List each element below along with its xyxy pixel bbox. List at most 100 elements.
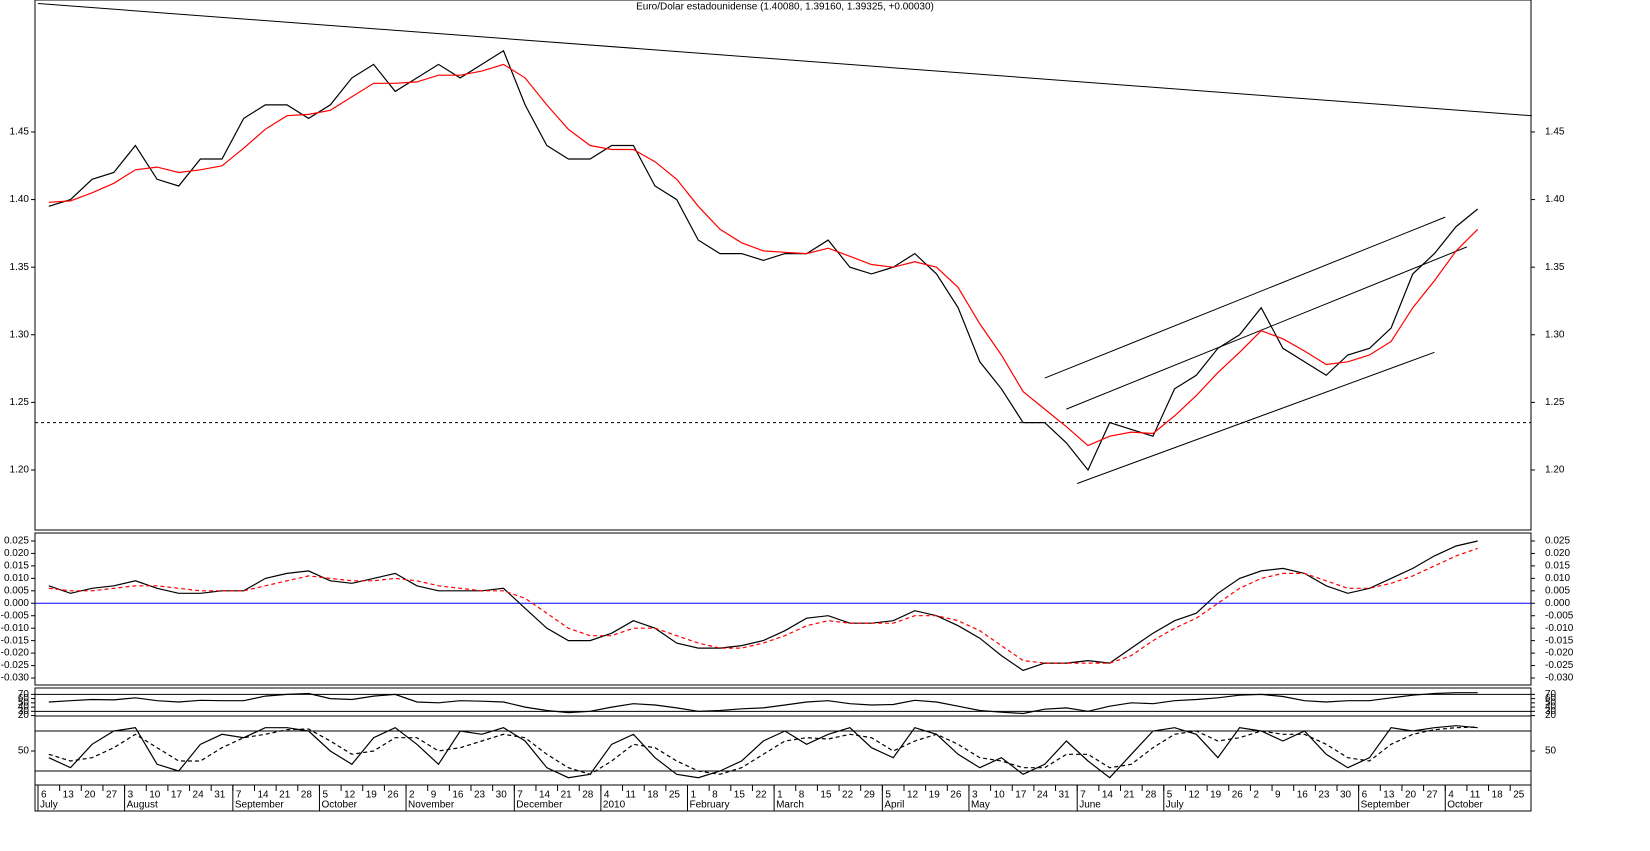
x-tick-label: 21 — [279, 790, 291, 801]
y-tick-label: 60 — [18, 693, 30, 704]
y-tick-label: 1.35 — [1545, 262, 1565, 273]
y-tick-label: 1.35 — [10, 262, 30, 273]
month-label: September — [235, 800, 285, 811]
y-tick-label: 30 — [18, 706, 30, 717]
y-tick-label: 30 — [1545, 706, 1557, 717]
y-tick-label: -0.030 — [1, 673, 30, 684]
x-tick-label: 23 — [1318, 790, 1330, 801]
x-tick-label: 28 — [301, 790, 313, 801]
x-tick-label: 19 — [366, 790, 378, 801]
y-tick-label: 0.015 — [1545, 561, 1570, 572]
month-label: February — [690, 800, 730, 811]
x-tick-label: 25 — [669, 790, 681, 801]
trend-line — [37, 3, 1532, 117]
x-tick-label: 12 — [907, 790, 919, 801]
y-tick-label: -0.005 — [1, 610, 30, 621]
chart-title: Euro/Dolar estadounidense (1.40080, 1.39… — [636, 2, 934, 13]
y-tick-label: 1.20 — [10, 465, 30, 476]
month-label: August — [127, 800, 158, 811]
x-tick-label: 7 — [517, 790, 523, 801]
x-tick-label: 1 — [777, 790, 783, 801]
y-tick-label: -0.005 — [1545, 610, 1574, 621]
y-tick-label: 40 — [1545, 702, 1557, 713]
x-tick-label: 19 — [1210, 790, 1222, 801]
y-tick-label: 70 — [1545, 689, 1557, 700]
x-tick-label: 3 — [972, 790, 978, 801]
y-tick-label: -0.010 — [1, 623, 30, 634]
series-line — [48, 547, 1478, 664]
x-tick-label: 14 — [1102, 790, 1114, 801]
y-tick-label: 1.25 — [10, 397, 30, 408]
x-tick-label: 12 — [1188, 790, 1200, 801]
y-tick-label: 40 — [18, 702, 30, 713]
x-tick-label: 18 — [647, 790, 659, 801]
y-tick-label: -0.030 — [1545, 673, 1574, 684]
y-tick-label: 0.015 — [4, 561, 29, 572]
x-tick-label: 14 — [539, 790, 551, 801]
x-tick-label: 10 — [149, 790, 161, 801]
x-tick-label: 15 — [820, 790, 832, 801]
x-tick-label: 9 — [431, 790, 437, 801]
trend-line — [1044, 216, 1446, 379]
x-tick-label: 16 — [1297, 790, 1309, 801]
x-tick-label: 25 — [1513, 790, 1525, 801]
x-tick-label: 30 — [1340, 790, 1352, 801]
x-tick-label: 31 — [214, 790, 226, 801]
series-line — [48, 725, 1478, 779]
x-tick-label: 31 — [1059, 790, 1071, 801]
x-tick-label: 14 — [258, 790, 270, 801]
x-tick-label: 8 — [712, 790, 718, 801]
month-label: July — [1166, 800, 1184, 811]
month-label: December — [516, 800, 563, 811]
series-line — [48, 63, 1479, 447]
y-tick-label: 1.40 — [1545, 194, 1565, 205]
x-tick-label: 23 — [474, 790, 486, 801]
y-tick-label: 20 — [18, 710, 30, 721]
y-tick-label: 50 — [1545, 746, 1557, 757]
x-tick-label: 3 — [128, 790, 134, 801]
trend-line — [1066, 246, 1468, 410]
month-label: November — [408, 800, 455, 811]
date-axis-frame — [34, 784, 1532, 812]
series-line — [48, 692, 1478, 715]
y-tick-label: 0.020 — [4, 548, 29, 559]
x-tick-label: 10 — [994, 790, 1006, 801]
y-tick-label: 1.30 — [10, 329, 30, 340]
y-tick-label: 0.025 — [1545, 536, 1570, 547]
x-tick-label: 17 — [1015, 790, 1027, 801]
x-tick-label: 6 — [1362, 790, 1368, 801]
x-tick-label: 8 — [799, 790, 805, 801]
x-tick-label: 6 — [41, 790, 47, 801]
y-tick-label: 20 — [1545, 710, 1557, 721]
panel-frame — [34, 532, 1532, 686]
x-tick-label: 20 — [1405, 790, 1417, 801]
x-tick-label: 4 — [604, 790, 610, 801]
month-label: March — [776, 800, 804, 811]
x-tick-label: 1 — [691, 790, 697, 801]
x-tick-label: 2 — [1253, 790, 1259, 801]
x-tick-label: 2 — [409, 790, 415, 801]
y-tick-label: -0.015 — [1, 635, 30, 646]
x-tick-label: 21 — [561, 790, 573, 801]
y-tick-label: 1.40 — [10, 194, 30, 205]
panel-frame — [34, 0, 1532, 531]
series-line — [48, 49, 1479, 472]
month-label: May — [971, 800, 990, 811]
x-tick-label: 19 — [929, 790, 941, 801]
x-tick-label: 7 — [1080, 790, 1086, 801]
x-tick-label: 27 — [1427, 790, 1439, 801]
x-tick-label: 28 — [1145, 790, 1157, 801]
y-tick-label: 1.45 — [10, 127, 30, 138]
y-tick-label: 50 — [18, 697, 30, 708]
x-tick-label: 26 — [950, 790, 962, 801]
x-tick-label: 24 — [193, 790, 205, 801]
month-label: October — [1447, 800, 1483, 811]
x-tick-label: 11 — [1470, 790, 1481, 801]
y-tick-label: 0.010 — [1545, 573, 1570, 584]
y-tick-label: -0.020 — [1545, 648, 1574, 659]
x-tick-label: 24 — [1037, 790, 1049, 801]
y-tick-label: -0.010 — [1545, 623, 1574, 634]
y-tick-label: 1.30 — [1545, 329, 1565, 340]
